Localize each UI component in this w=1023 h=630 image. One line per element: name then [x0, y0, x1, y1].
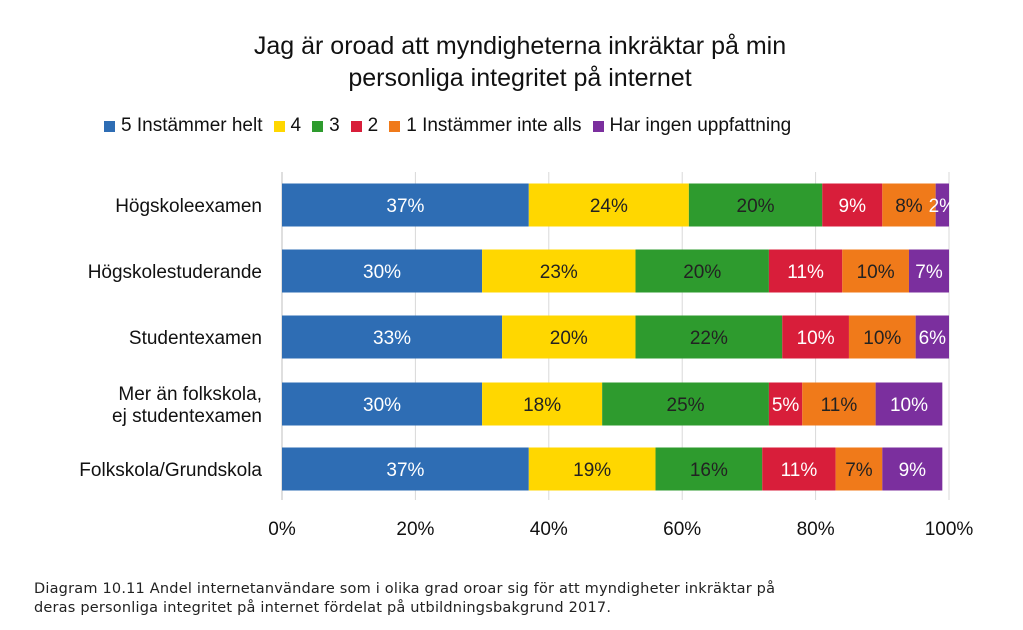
chart-title-line-1: Jag är oroad att myndigheterna inkräktar…	[253, 32, 787, 60]
data-label: 19%	[573, 460, 611, 481]
bar-segment	[282, 183, 529, 227]
chart-legend: 5 Instämmer helt 4 3 2 1 Instämmer inte alls…	[104, 114, 802, 138]
bar-segment	[908, 249, 949, 293]
data-label: 23%	[540, 262, 578, 283]
x-tick-label: 40%	[530, 519, 568, 540]
bar-segment	[602, 382, 769, 426]
bar-segment	[915, 315, 949, 359]
legend-swatch	[592, 120, 604, 132]
data-label: 37%	[386, 460, 424, 481]
x-tick-label: 60%	[663, 519, 701, 540]
bar-segment	[935, 183, 949, 227]
legend-item: 1 Instämmer inte alls	[389, 115, 582, 137]
bar-segment	[835, 447, 883, 491]
bar-segment	[635, 315, 783, 359]
caption-line-1: Diagram 10.11 Andel internetanvändare so…	[34, 581, 776, 597]
legend-label: 1 Instämmer inte alls	[406, 115, 582, 136]
data-label: 20%	[683, 262, 721, 283]
data-label: 37%	[386, 196, 424, 217]
legend-label: 3	[329, 115, 340, 136]
data-label: 11%	[821, 395, 858, 416]
bar-segment	[822, 183, 883, 227]
bar-segment	[882, 447, 943, 491]
data-label: 30%	[363, 262, 401, 283]
data-label: 30%	[363, 395, 401, 416]
x-tick-label: 80%	[797, 519, 835, 540]
data-label: 11%	[781, 460, 818, 481]
legend-item: 2	[350, 115, 379, 137]
data-label: 20%	[550, 328, 588, 349]
legend-label: 5 Instämmer helt	[121, 115, 263, 136]
legend-swatch	[273, 120, 285, 132]
x-tick-label: 100%	[925, 519, 974, 540]
category-label: Högskoleexamen	[115, 196, 262, 217]
legend-item: 5 Instämmer helt	[104, 115, 263, 137]
data-label: 33%	[373, 328, 411, 349]
chart-title-line-2: personliga integritet på internet	[348, 64, 692, 92]
data-label: 11%	[787, 262, 824, 283]
caption-line-2: deras personliga integritet på internet …	[34, 600, 612, 616]
bar-segment	[848, 315, 916, 359]
bar-segment	[762, 447, 836, 491]
data-label: 22%	[690, 328, 728, 349]
bar-segment	[282, 447, 529, 491]
category-label: Mer än folkskola,	[118, 384, 262, 405]
bar-segment	[875, 382, 943, 426]
data-label: 10%	[857, 262, 895, 283]
legend-label: Har ingen uppfattning	[609, 115, 792, 136]
bar-segment	[282, 382, 483, 426]
bar-segment	[282, 249, 483, 293]
legend-swatch	[104, 120, 115, 132]
bar-segment	[502, 315, 636, 359]
data-label: 6%	[919, 328, 947, 349]
data-label: 9%	[899, 460, 927, 481]
data-label: 2%	[929, 196, 957, 217]
data-label: 10%	[863, 328, 901, 349]
bar-segment	[282, 315, 503, 359]
bar-segment	[528, 447, 656, 491]
bar-segment	[635, 249, 769, 293]
data-label: 7%	[915, 262, 943, 283]
data-label: 9%	[839, 196, 867, 217]
legend-swatch	[389, 120, 401, 132]
legend-label: 2	[367, 115, 379, 136]
bar-segment	[768, 249, 843, 293]
bar-segment	[655, 447, 763, 491]
legend-swatch	[350, 120, 362, 132]
category-label: Högskolestuderande	[88, 262, 262, 283]
legend-swatch	[312, 120, 324, 132]
bar-segment	[882, 183, 936, 227]
data-label: 25%	[667, 395, 705, 416]
data-label: 8%	[895, 196, 923, 217]
bar-segment	[482, 382, 603, 426]
data-label: 16%	[690, 460, 728, 481]
bar-segment	[782, 315, 849, 359]
legend-item: Har ingen uppfattning	[592, 115, 792, 137]
data-label: 10%	[797, 328, 835, 349]
legend-item: 4	[273, 115, 302, 137]
x-tick-label: 0%	[268, 519, 296, 540]
bar-segment	[802, 382, 876, 426]
bar-segment	[688, 183, 823, 227]
x-tick-label: 20%	[396, 519, 434, 540]
bar-segment	[842, 249, 909, 293]
category-label: ej studentexamen	[112, 406, 262, 427]
data-label: 24%	[590, 196, 628, 217]
category-label: Studentexamen	[129, 328, 262, 349]
data-label: 20%	[737, 196, 775, 217]
data-label: 10%	[890, 395, 928, 416]
figure-caption: Diagram 10.11 Andel internetanvändare so…	[34, 580, 994, 618]
legend-label: 4	[290, 115, 302, 136]
data-label: 5%	[772, 395, 800, 416]
legend-item: 3	[312, 115, 340, 137]
category-label: Folkskola/Grundskola	[79, 460, 262, 481]
bar-segment	[482, 249, 636, 293]
data-label: 7%	[845, 460, 873, 481]
bar-segment	[528, 183, 689, 227]
data-label: 18%	[523, 395, 561, 416]
bar-segment	[768, 382, 803, 426]
